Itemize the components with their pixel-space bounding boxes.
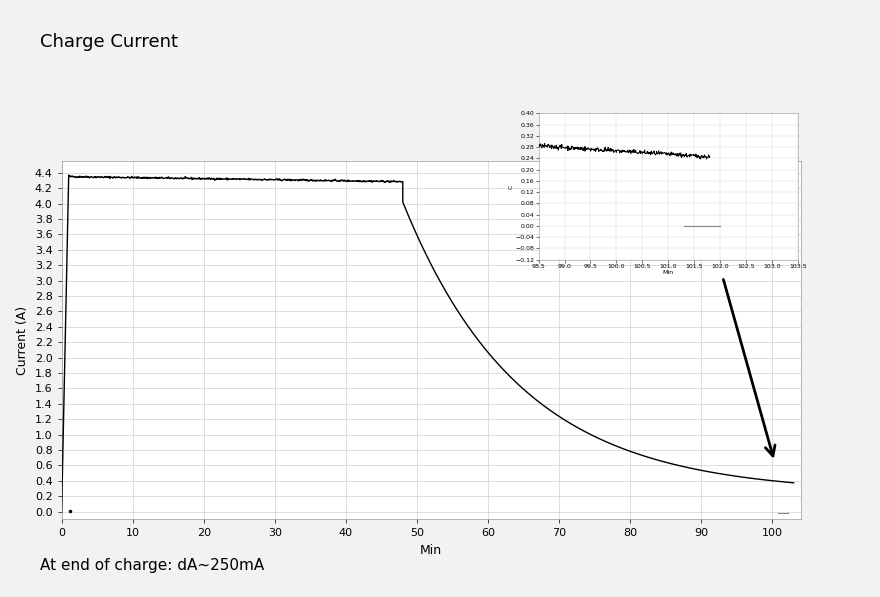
Text: At end of charge: dA~250mA: At end of charge: dA~250mA	[40, 558, 264, 573]
Text: Charge Current: Charge Current	[40, 33, 178, 51]
X-axis label: Min: Min	[420, 544, 443, 557]
Y-axis label: Current (A): Current (A)	[16, 306, 29, 375]
Y-axis label: C: C	[509, 184, 514, 189]
X-axis label: Min: Min	[663, 270, 674, 275]
